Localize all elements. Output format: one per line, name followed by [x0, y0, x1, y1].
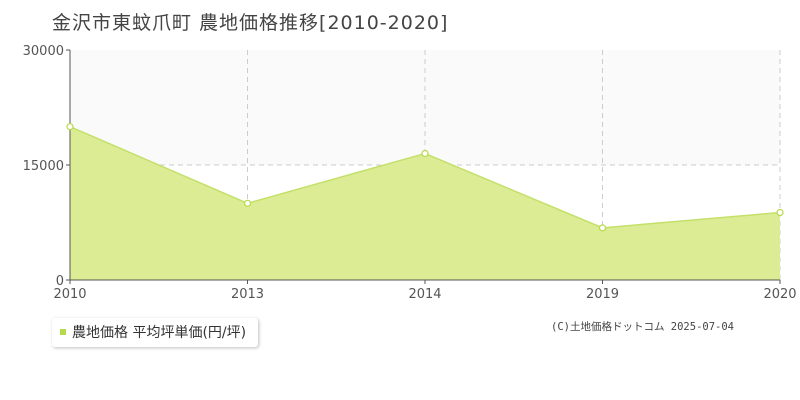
legend: 農地価格 平均坪単価(円/坪): [52, 318, 259, 347]
data-point: [776, 208, 784, 217]
y-tick-label: 15000: [23, 159, 64, 174]
x-tick-label: 2020: [763, 287, 796, 302]
data-point: [421, 149, 429, 158]
data-point: [243, 199, 252, 207]
x-tick-label: 2010: [53, 287, 86, 302]
data-point: [598, 224, 607, 232]
series-area: [70, 126, 780, 281]
x-tick-label: 2019: [586, 287, 619, 302]
legend-marker-icon: [60, 329, 66, 335]
legend-label: 農地価格 平均坪単価(円/坪): [72, 325, 247, 341]
copyright-text: (C)土地価格ドットコム 2025-07-04: [551, 321, 735, 333]
data-point: [66, 123, 74, 131]
chart-title: 金沢市東蚊爪町 農地価格推移[2010-2020]: [52, 12, 449, 34]
y-tick-label: 30000: [23, 44, 64, 59]
x-tick-label: 2013: [231, 287, 264, 302]
y-tick-label: 0: [56, 274, 64, 289]
x-tick-label: 2014: [408, 287, 441, 302]
